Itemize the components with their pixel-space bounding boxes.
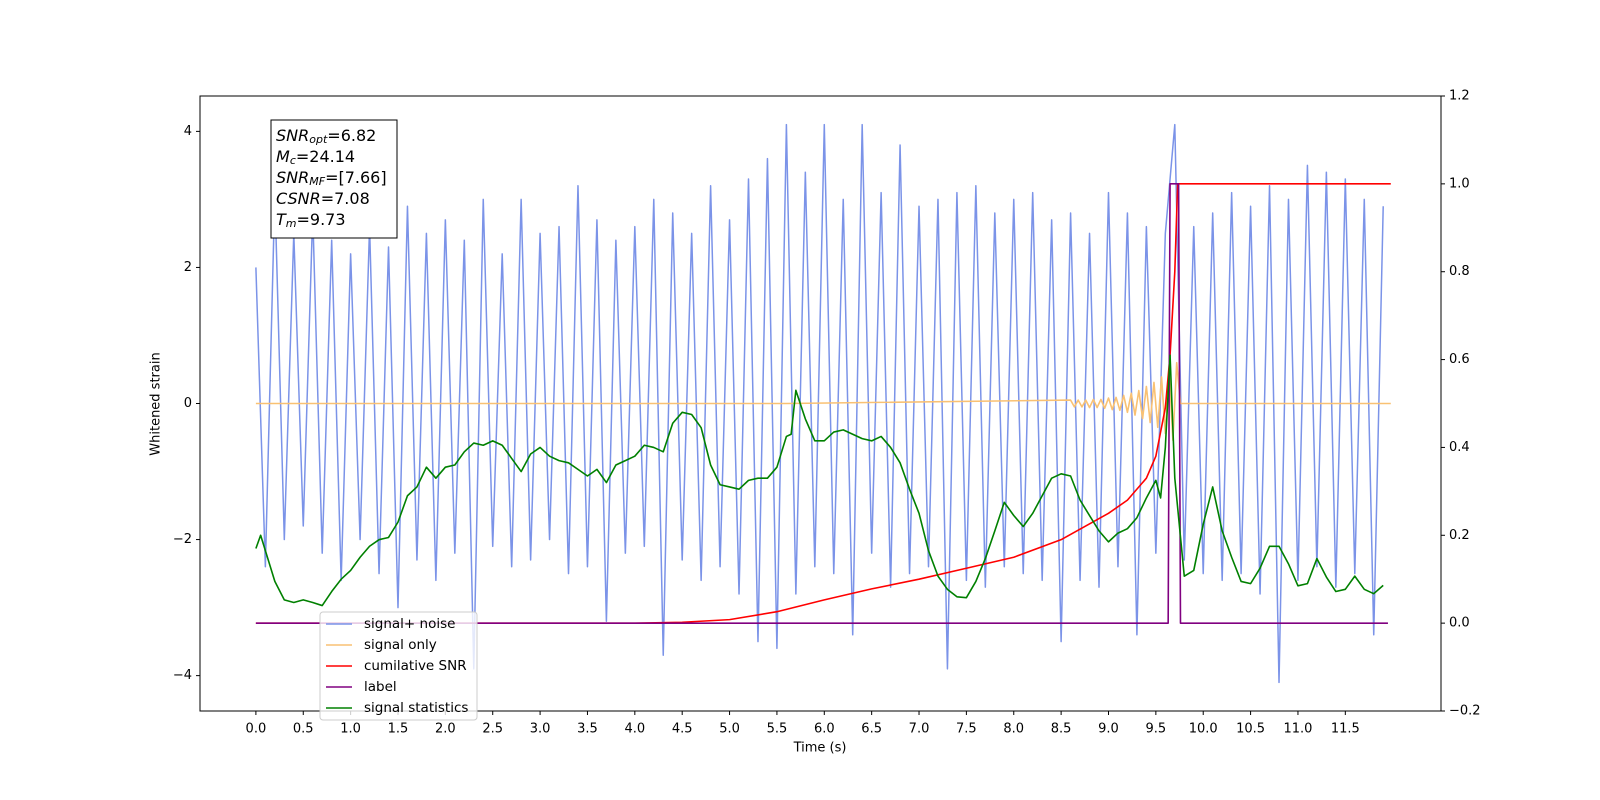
annotation-value: =24.14 xyxy=(296,147,355,166)
x-tick-label: 1.0 xyxy=(340,722,361,737)
y-tick-label: −2 xyxy=(173,532,192,547)
x-tick-label: 10.0 xyxy=(1189,722,1218,737)
annotation-symbol: SNR xyxy=(276,168,309,187)
annotation-text: Tm=9.73 xyxy=(276,210,346,231)
x-tick-label: 9.5 xyxy=(1146,722,1167,737)
x-tick-label: 9.0 xyxy=(1098,722,1119,737)
annotation-subscript: c xyxy=(290,154,296,167)
x-tick-label: 4.0 xyxy=(624,722,645,737)
y-tick-label: 4 xyxy=(184,124,192,139)
y-tick-label: 0 xyxy=(184,396,192,411)
annotation-value: =9.73 xyxy=(297,210,346,229)
x-tick-label: 0.0 xyxy=(246,722,267,737)
x-tick-label: 2.5 xyxy=(482,722,503,737)
legend-label: signal+ noise xyxy=(364,616,455,632)
x-tick-label: 3.0 xyxy=(530,722,551,737)
series-line xyxy=(255,183,1388,624)
annotation-text: SNRMF=[7.66] xyxy=(276,168,387,189)
x-tick-label: 10.5 xyxy=(1236,722,1265,737)
legend-frame xyxy=(319,611,478,721)
x-tick-label: 4.5 xyxy=(672,722,693,737)
y2-tick-label: 1.2 xyxy=(1449,89,1470,104)
legend-label: signal statistics xyxy=(364,700,468,716)
y2-tick-label: −0.2 xyxy=(1449,704,1481,719)
y-tick-label: 2 xyxy=(184,260,192,275)
annotation-subscript: opt xyxy=(309,133,328,146)
x-tick-label: 8.5 xyxy=(1051,722,1072,737)
annotation-text: CSNR=7.08 xyxy=(276,189,370,208)
y2-tick-label: 1.0 xyxy=(1449,176,1470,191)
x-tick-label: 0.5 xyxy=(293,722,314,737)
x-tick-label: 3.5 xyxy=(577,722,598,737)
y2-tick-label: 0.6 xyxy=(1449,352,1470,367)
x-tick-label: 11.5 xyxy=(1331,722,1360,737)
x-tick-label: 7.0 xyxy=(909,722,930,737)
y-tick-label: −4 xyxy=(173,668,192,683)
legend-label: signal only xyxy=(364,637,437,653)
x-tick-label: 1.5 xyxy=(388,722,409,737)
x-tick-label: 11.0 xyxy=(1283,722,1312,737)
y2-tick-label: 0.2 xyxy=(1449,528,1470,543)
annotation-value: =6.82 xyxy=(327,126,376,145)
annotation-frame xyxy=(270,119,398,239)
annotation-symbol: SNR xyxy=(276,126,309,145)
legend-label: cumilative SNR xyxy=(364,658,467,674)
annotation-box: SNRopt=6.82Mc=24.14SNRMF=[7.66]CSNR=7.08… xyxy=(270,119,398,239)
annotation-symbol: T xyxy=(276,210,287,229)
annotation-text: SNRopt=6.82 xyxy=(276,126,376,147)
x-tick-label: 7.5 xyxy=(956,722,977,737)
y2-tick-label: 0.0 xyxy=(1449,616,1470,631)
legend: signal+ noise signal only cumilative SNR la… xyxy=(319,611,478,721)
annotation-subscript: MF xyxy=(309,175,325,188)
y-axis-label: Whitened strain xyxy=(149,352,164,455)
x-tick-label: 8.0 xyxy=(1003,722,1024,737)
annotation-value: =7.08 xyxy=(321,189,370,208)
annotation-text: Mc=24.14 xyxy=(276,147,355,168)
annotation-symbol: M xyxy=(276,147,290,166)
y2-tick-label: 0.4 xyxy=(1449,440,1470,455)
annotation-subscript: m xyxy=(286,217,297,230)
series-line xyxy=(255,361,1391,442)
x-tick-label: 2.0 xyxy=(435,722,456,737)
legend-label: label xyxy=(364,679,397,695)
annotation-symbol: CSNR xyxy=(276,189,321,208)
x-tick-label: 5.5 xyxy=(767,722,788,737)
x-axis-label: Time (s) xyxy=(793,741,847,756)
x-tick-label: 6.5 xyxy=(861,722,882,737)
x-tick-label: 5.0 xyxy=(719,722,740,737)
series-line xyxy=(255,354,1384,607)
series-line xyxy=(255,123,1384,684)
y2-tick-label: 0.8 xyxy=(1449,264,1470,279)
annotation-value: =[7.66] xyxy=(325,168,387,187)
x-tick-label: 6.0 xyxy=(814,722,835,737)
